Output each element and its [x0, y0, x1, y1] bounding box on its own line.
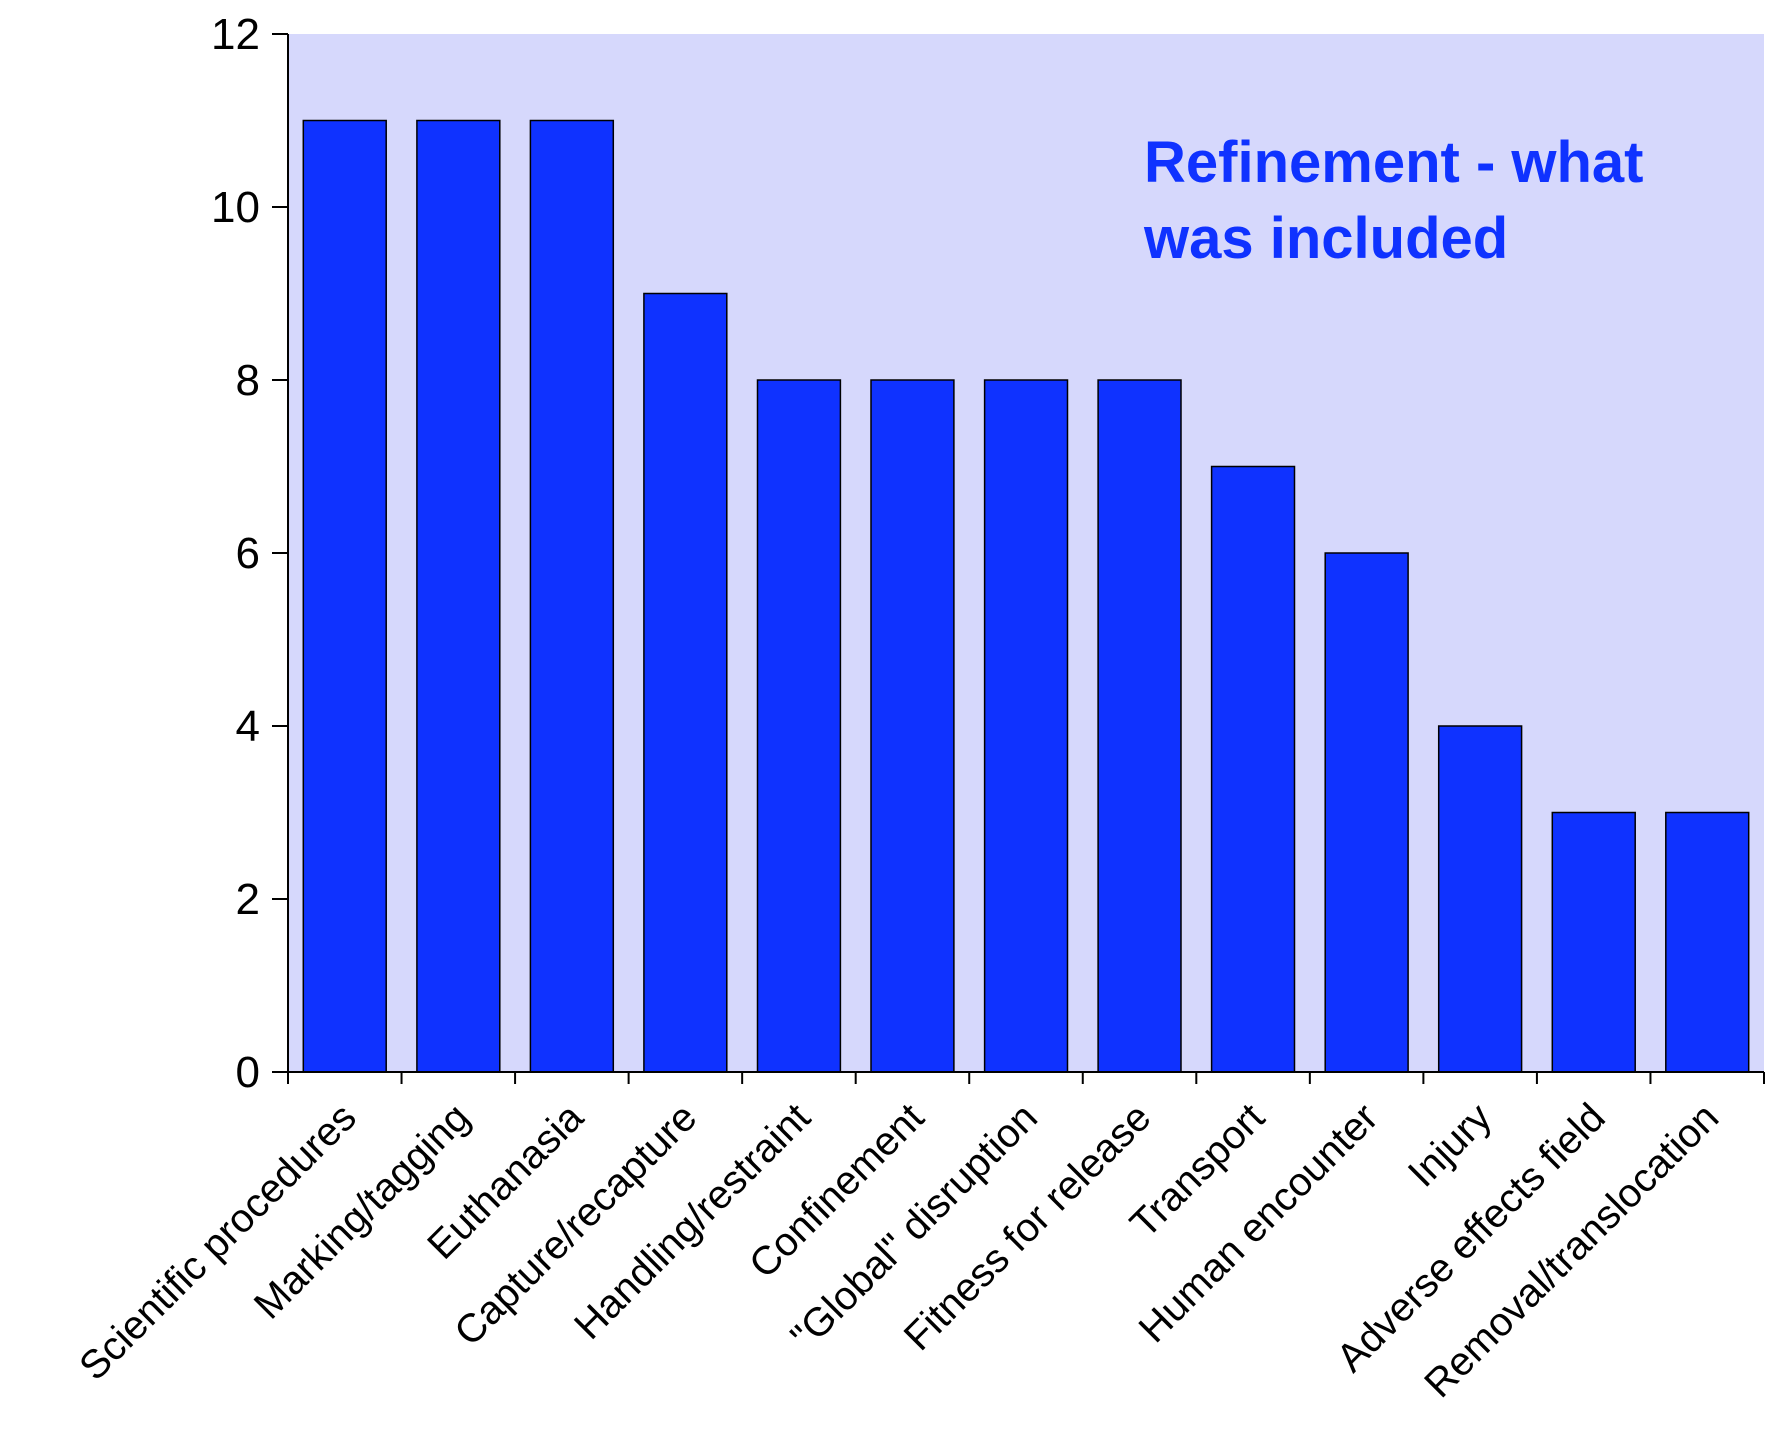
- y-tick-label: 8: [236, 356, 260, 405]
- y-tick-label: 10: [211, 183, 260, 232]
- bar-7: [983, 379, 1069, 1073]
- annotation-line-1: Refinement - what: [1144, 130, 1644, 195]
- bar-3: [529, 119, 615, 1073]
- y-tick-label: 2: [236, 875, 260, 924]
- bar-10: [1324, 552, 1409, 1073]
- bar-8: [1097, 379, 1182, 1073]
- bar-6: [870, 379, 955, 1073]
- bar-2: [416, 119, 501, 1073]
- chart-annotation: Refinement - what was included: [1143, 130, 1660, 271]
- y-tick-label: 6: [236, 529, 260, 578]
- y-tick-label: 0: [236, 1048, 260, 1097]
- bar-4: [643, 292, 728, 1073]
- bar-5: [756, 379, 842, 1073]
- x-ticks-group: Scientific proceduresMarking/taggingEuth…: [71, 1072, 1765, 1406]
- y-ticks-group: 0 2 4 6 8 10 12: [211, 10, 288, 1097]
- bar-11: [1437, 725, 1523, 1073]
- y-tick-label: 4: [236, 702, 260, 751]
- bar-12: [1551, 811, 1636, 1073]
- bar-13: [1665, 811, 1750, 1073]
- bar-1: [302, 119, 387, 1073]
- bar-9: [1210, 465, 1296, 1073]
- y-tick-label: 12: [211, 10, 260, 59]
- annotation-line-2: was included: [1143, 206, 1508, 271]
- x-tick-label: Injury: [1400, 1095, 1500, 1195]
- bars-group: [302, 119, 1750, 1073]
